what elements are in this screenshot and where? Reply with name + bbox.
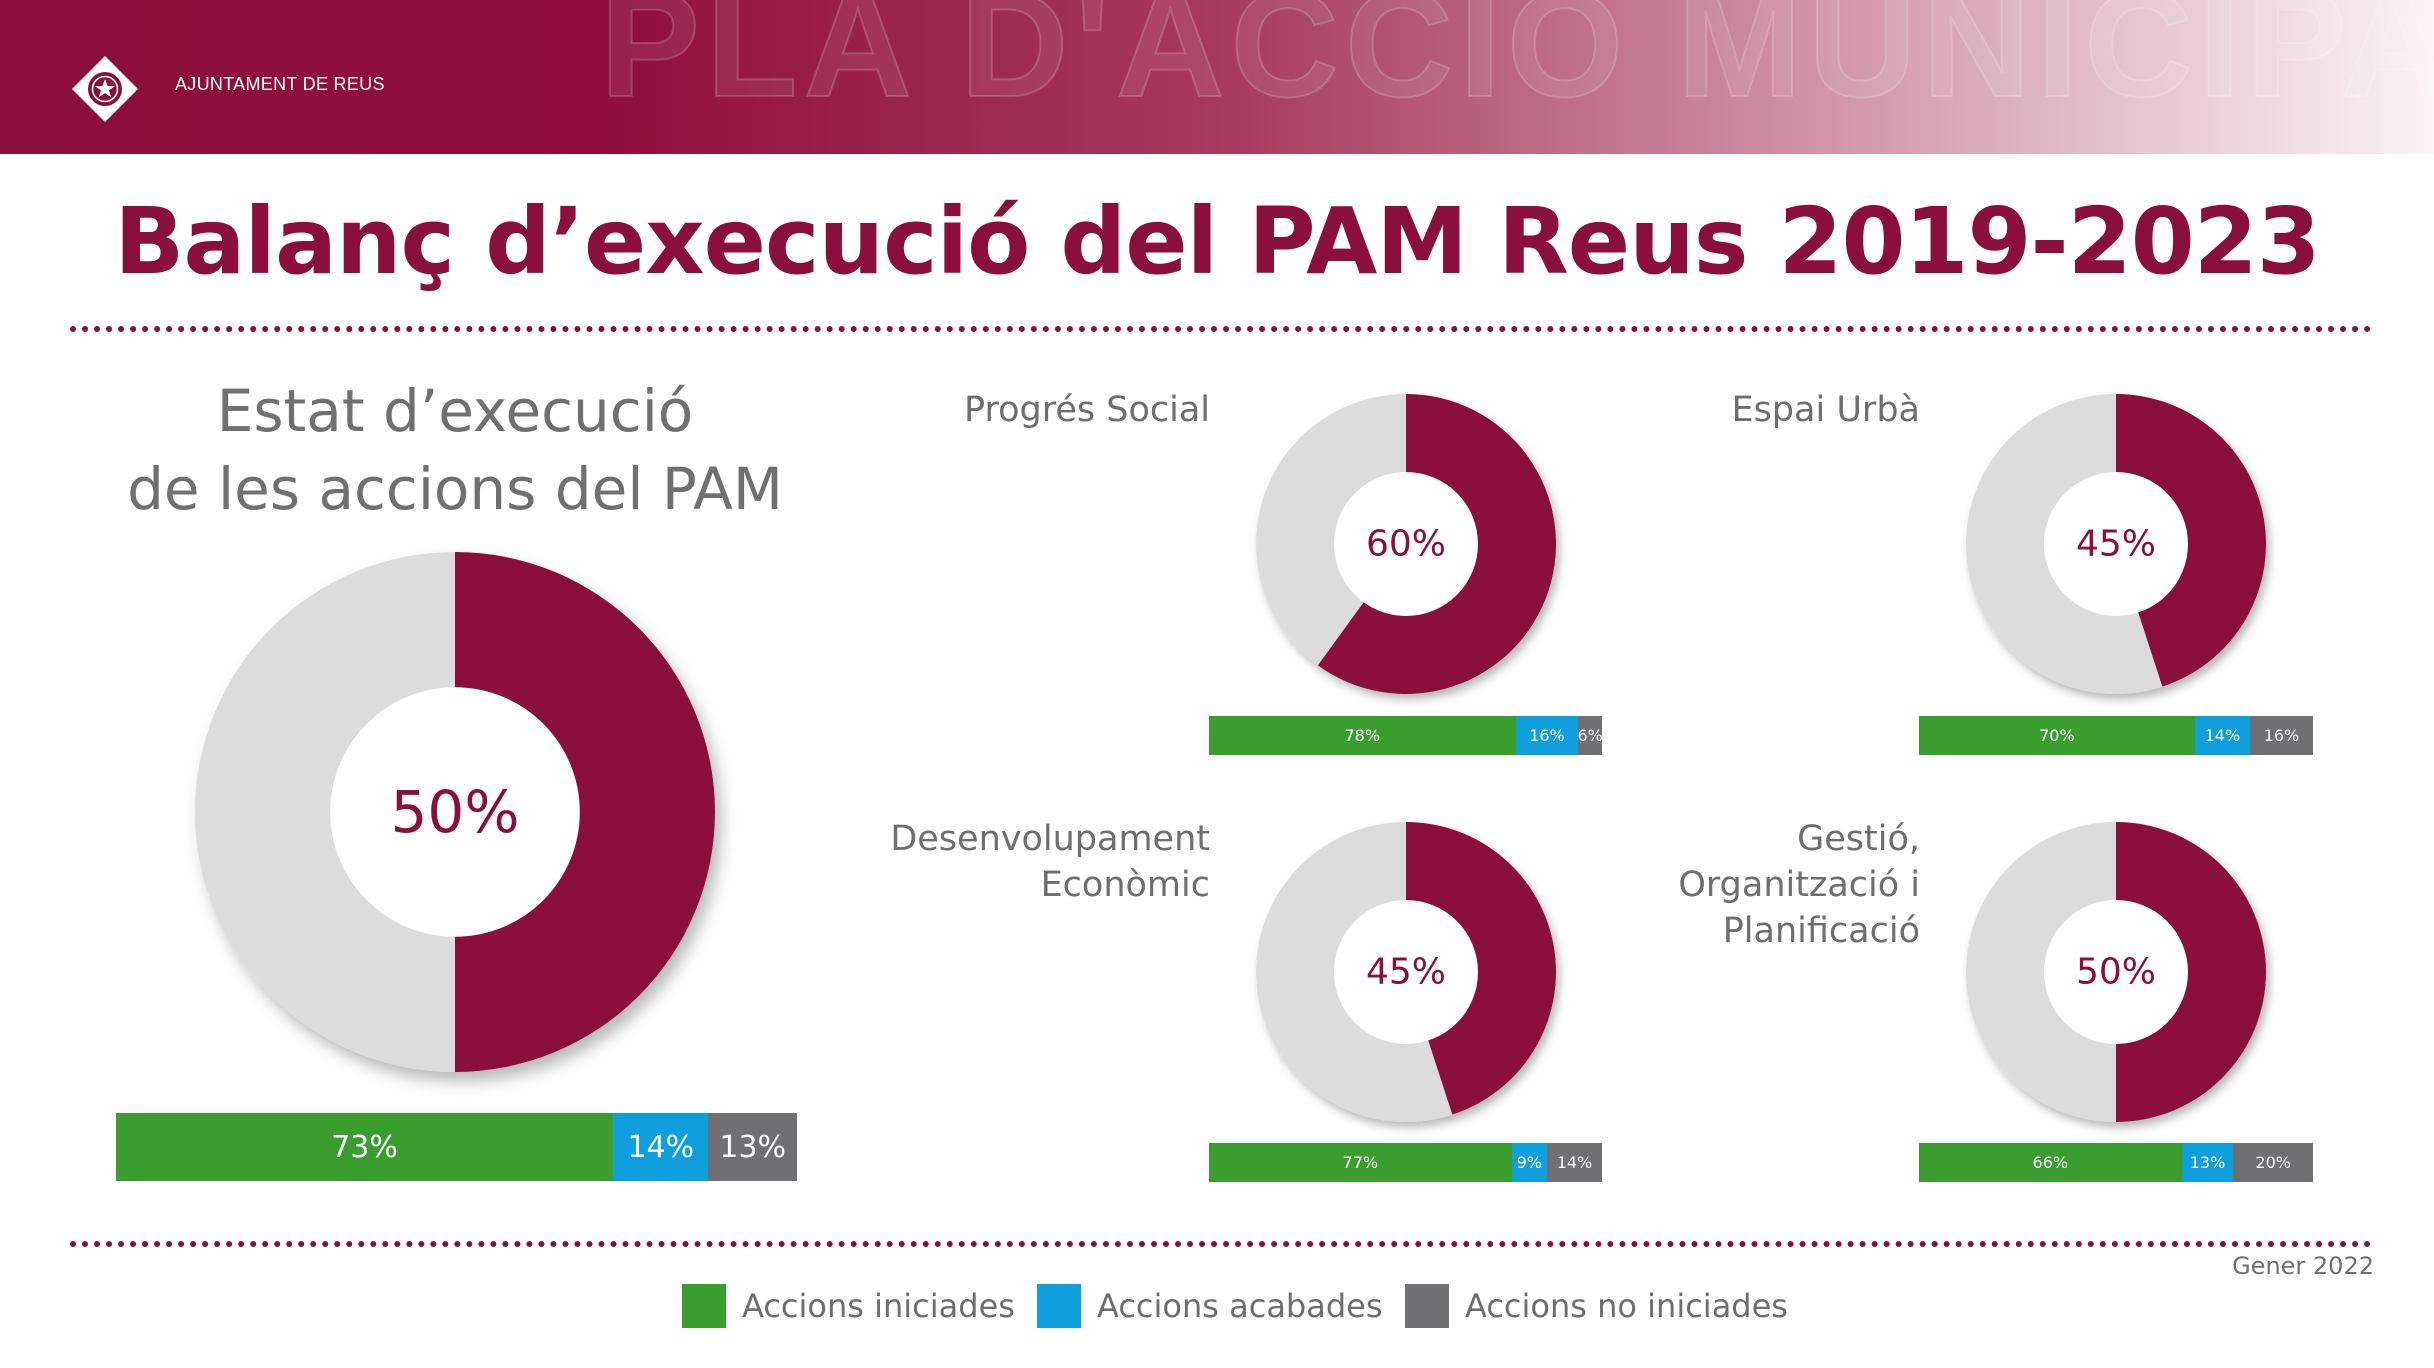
legend-swatch	[1405, 1284, 1449, 1328]
donut-value-slice	[2116, 822, 2266, 1122]
donut-hole	[2044, 900, 2188, 1044]
chart-title-line: Planificació	[1722, 911, 1920, 951]
legend-label: Accions no iniciades	[1465, 1287, 1788, 1325]
stacked-bar-progres-social: 78% 16% 6%	[1209, 716, 1602, 755]
legend-label: Accions iniciades	[742, 1287, 1015, 1325]
donut-chart-overall: 50%	[195, 552, 715, 1072]
stacked-bar-espai-urba: 70% 14% 16%	[1919, 716, 2313, 755]
bar-segment-label: 20%	[2255, 1153, 2291, 1172]
bar-segment-acabades: 14%	[2194, 716, 2250, 755]
bar-segment-label: 16%	[1529, 726, 1565, 745]
chart-title-gestio-organitzacio: Gestió, Organització i Planificació	[1420, 816, 1920, 954]
bar-segment-label: 16%	[2263, 726, 2300, 745]
bar-segment-acabades: 16%	[1515, 716, 1579, 755]
ajuntament-logo-icon	[72, 56, 138, 122]
donut-value-slice	[2116, 394, 2266, 687]
donut-hole	[1334, 472, 1478, 616]
bar-segment-label: 66%	[2032, 1153, 2069, 1172]
main-chart-title: Estat d’execució de les accions del PAM	[80, 372, 830, 528]
bar-segment-acabades: 13%	[2181, 1143, 2234, 1182]
dotted-divider-top	[70, 326, 2372, 332]
bar-segment-no-iniciades: 6%	[1578, 716, 1602, 755]
donut-center-label: 50%	[391, 778, 520, 846]
chart-title-desenvolupament-economic: Desenvolupament Econòmic	[710, 816, 1210, 908]
donut-center-label: 50%	[2076, 952, 2156, 993]
stacked-bar-gestio-organitzacio: 66% 13% 20%	[1919, 1143, 2313, 1182]
bar-segment-label: 6%	[1578, 726, 1602, 745]
bar-segment-label: 70%	[2039, 726, 2075, 745]
donut-center-label: 45%	[2076, 524, 2156, 565]
donut-chart-desenvolupament-economic: 45%	[1256, 822, 1556, 1122]
bar-segment-label: 13%	[719, 1129, 787, 1165]
page-title: Balanç d’execució del PAM Reus 2019-2023	[114, 188, 2321, 295]
stacked-bar-desenvolupament-economic: 77% 9% 14%	[1209, 1143, 1602, 1182]
org-name: AJUNTAMENT DE REUS	[175, 74, 385, 94]
chart-title-line: Organització i	[1678, 865, 1920, 905]
legend-label: Accions acabades	[1097, 1287, 1383, 1325]
chart-title-line: Espai Urbà	[1731, 390, 1920, 430]
legend: Accions iniciades Accions acabades Accio…	[0, 1283, 2434, 1329]
bar-segment-label: 14%	[2204, 726, 2241, 745]
donut-hole	[1334, 900, 1478, 1044]
donut-hole	[2044, 472, 2188, 616]
bar-segment-acabades: 9%	[1511, 1143, 1547, 1182]
bar-segment-iniciades: 78%	[1209, 716, 1516, 755]
dotted-divider-bottom	[70, 1241, 2372, 1247]
main-chart-title-line: de les accions del PAM	[127, 455, 783, 523]
main-chart-title-line: Estat d’execució	[216, 377, 694, 445]
bar-segment-no-iniciades: 14%	[1546, 1143, 1602, 1182]
bar-segment-label: 77%	[1342, 1153, 1379, 1172]
donut-value-slice	[1406, 822, 1556, 1115]
legend-item-no-iniciades: Accions no iniciades	[1405, 1283, 1788, 1329]
bar-segment-no-iniciades: 20%	[2233, 1143, 2313, 1182]
legend-item-acabades: Accions acabades	[1037, 1283, 1383, 1329]
date-label: Gener 2022	[2232, 1252, 2374, 1280]
donut-chart-progres-social: 60%	[1256, 394, 1556, 694]
chart-title-line: Desenvolupament	[890, 819, 1210, 859]
bar-segment-iniciades: 66%	[1919, 1143, 2182, 1182]
bar-segment-no-iniciades: 16%	[2249, 716, 2313, 755]
donut-hole	[330, 687, 580, 937]
bar-segment-label: 73%	[331, 1129, 398, 1165]
legend-swatch	[1037, 1284, 1081, 1328]
chart-title-line: Gestió,	[1797, 819, 1920, 859]
header-banner: PLA D'ACCIÓ MUNICIPAL AJUNTAMENT DE REUS	[0, 0, 2434, 154]
chart-title-line: Econòmic	[1040, 865, 1210, 905]
bar-segment-iniciades: 70%	[1919, 716, 2195, 755]
bar-segment-iniciades: 77%	[1209, 1143, 1512, 1182]
bar-segment-label: 14%	[1556, 1153, 1593, 1172]
donut-value-slice	[455, 552, 715, 1072]
bar-segment-label: 13%	[2189, 1153, 2226, 1172]
bar-segment-label: 9%	[1516, 1153, 1542, 1172]
chart-title-espai-urba: Espai Urbà	[1420, 387, 1920, 433]
legend-item-iniciades: Accions iniciades	[682, 1283, 1015, 1329]
bar-segment-label: 78%	[1344, 726, 1381, 745]
chart-title-progres-social: Progrés Social	[710, 387, 1210, 433]
donut-center-label: 45%	[1366, 952, 1446, 993]
header-watermark: PLA D'ACCIÓ MUNICIPAL	[599, 0, 2434, 129]
bar-segment-iniciades: 73%	[116, 1113, 614, 1181]
donut-chart-espai-urba: 45%	[1966, 394, 2266, 694]
stacked-bar-overall: 73% 14% 13%	[116, 1113, 797, 1181]
bar-segment-acabades: 14%	[613, 1113, 709, 1181]
donut-chart-gestio-organitzacio: 50%	[1966, 822, 2266, 1122]
donut-center-label: 60%	[1366, 524, 1446, 565]
legend-swatch	[682, 1284, 726, 1328]
chart-title-line: Progrés Social	[963, 390, 1210, 430]
bar-segment-no-iniciades: 13%	[708, 1113, 797, 1181]
bar-segment-label: 14%	[627, 1129, 695, 1165]
